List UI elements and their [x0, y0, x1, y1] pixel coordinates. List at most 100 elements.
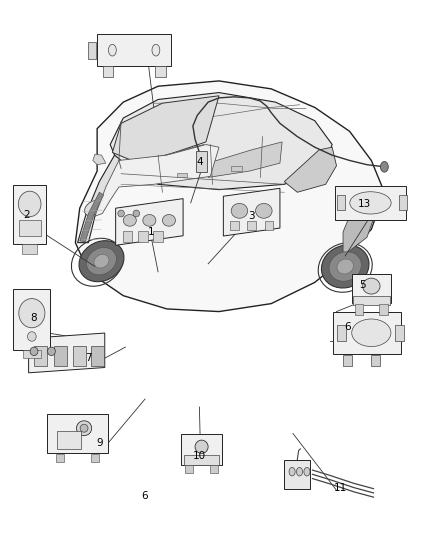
Text: 2: 2 — [23, 209, 30, 220]
Bar — [153, 231, 163, 241]
Bar — [184, 455, 219, 465]
Bar — [353, 296, 390, 305]
Text: 6: 6 — [344, 322, 351, 333]
Bar — [34, 345, 47, 366]
Text: 5: 5 — [359, 280, 366, 290]
Bar — [395, 325, 404, 341]
Ellipse shape — [363, 278, 380, 294]
Bar — [399, 196, 407, 211]
Polygon shape — [75, 81, 385, 312]
Bar — [185, 465, 193, 473]
Bar — [177, 173, 187, 177]
Ellipse shape — [94, 254, 109, 268]
Ellipse shape — [350, 192, 391, 214]
Ellipse shape — [80, 424, 88, 432]
Bar — [284, 460, 311, 489]
Bar — [13, 185, 46, 244]
Bar — [333, 312, 401, 354]
Polygon shape — [78, 155, 121, 243]
Polygon shape — [343, 208, 374, 256]
Bar — [47, 414, 108, 454]
Polygon shape — [80, 192, 104, 241]
Bar — [56, 454, 64, 462]
Bar — [210, 465, 218, 473]
Text: 8: 8 — [31, 313, 37, 324]
Ellipse shape — [329, 252, 361, 281]
Ellipse shape — [87, 247, 117, 275]
Text: 7: 7 — [85, 353, 92, 362]
Bar — [53, 345, 67, 366]
Ellipse shape — [85, 201, 101, 216]
Ellipse shape — [109, 44, 116, 56]
Ellipse shape — [304, 467, 310, 476]
Ellipse shape — [255, 204, 272, 218]
Text: 10: 10 — [193, 451, 206, 462]
Bar — [247, 221, 256, 230]
Bar — [138, 231, 148, 241]
Polygon shape — [110, 93, 332, 190]
Ellipse shape — [28, 332, 36, 341]
Text: 1: 1 — [148, 227, 155, 237]
Ellipse shape — [352, 319, 391, 346]
Ellipse shape — [162, 215, 176, 226]
Polygon shape — [208, 142, 282, 177]
Text: 4: 4 — [196, 157, 203, 166]
Bar — [88, 42, 96, 59]
Ellipse shape — [79, 241, 124, 282]
Ellipse shape — [30, 347, 38, 356]
Bar — [22, 244, 37, 254]
Bar — [230, 221, 239, 230]
Bar — [23, 350, 41, 358]
Bar — [155, 66, 166, 77]
Polygon shape — [113, 96, 219, 160]
Ellipse shape — [143, 215, 156, 226]
Ellipse shape — [18, 191, 41, 216]
Ellipse shape — [118, 210, 124, 217]
Polygon shape — [28, 333, 105, 373]
Ellipse shape — [321, 245, 369, 288]
Bar — [371, 354, 381, 366]
Bar — [181, 434, 222, 465]
Ellipse shape — [152, 44, 160, 56]
Ellipse shape — [133, 210, 140, 217]
Polygon shape — [95, 144, 219, 216]
Polygon shape — [116, 199, 183, 245]
Bar — [231, 166, 242, 171]
Bar — [337, 325, 346, 341]
Ellipse shape — [47, 347, 55, 356]
Ellipse shape — [19, 298, 45, 328]
Bar — [19, 220, 41, 236]
Bar — [13, 289, 50, 350]
Bar — [335, 185, 406, 220]
Ellipse shape — [123, 215, 136, 226]
Bar — [355, 304, 364, 315]
Polygon shape — [223, 188, 280, 236]
Bar — [91, 454, 99, 462]
Bar — [196, 151, 207, 172]
Bar — [73, 345, 86, 366]
Bar — [343, 354, 352, 366]
Bar — [91, 345, 104, 366]
Text: 6: 6 — [142, 490, 148, 500]
Ellipse shape — [297, 467, 303, 476]
Ellipse shape — [381, 161, 389, 172]
Bar — [337, 196, 345, 211]
Text: 9: 9 — [96, 438, 102, 448]
Polygon shape — [125, 144, 204, 182]
Text: 3: 3 — [248, 211, 255, 221]
Bar — [97, 34, 171, 66]
Bar — [379, 304, 388, 315]
Ellipse shape — [231, 204, 248, 218]
Polygon shape — [93, 154, 106, 165]
Bar — [57, 431, 81, 449]
Ellipse shape — [77, 421, 92, 435]
Ellipse shape — [289, 467, 295, 476]
Text: 11: 11 — [334, 483, 347, 493]
Ellipse shape — [195, 440, 208, 454]
Polygon shape — [284, 147, 336, 192]
Bar — [123, 231, 132, 241]
Bar — [352, 274, 391, 303]
Bar — [265, 221, 273, 230]
Bar — [102, 66, 113, 77]
Text: 13: 13 — [358, 199, 371, 209]
